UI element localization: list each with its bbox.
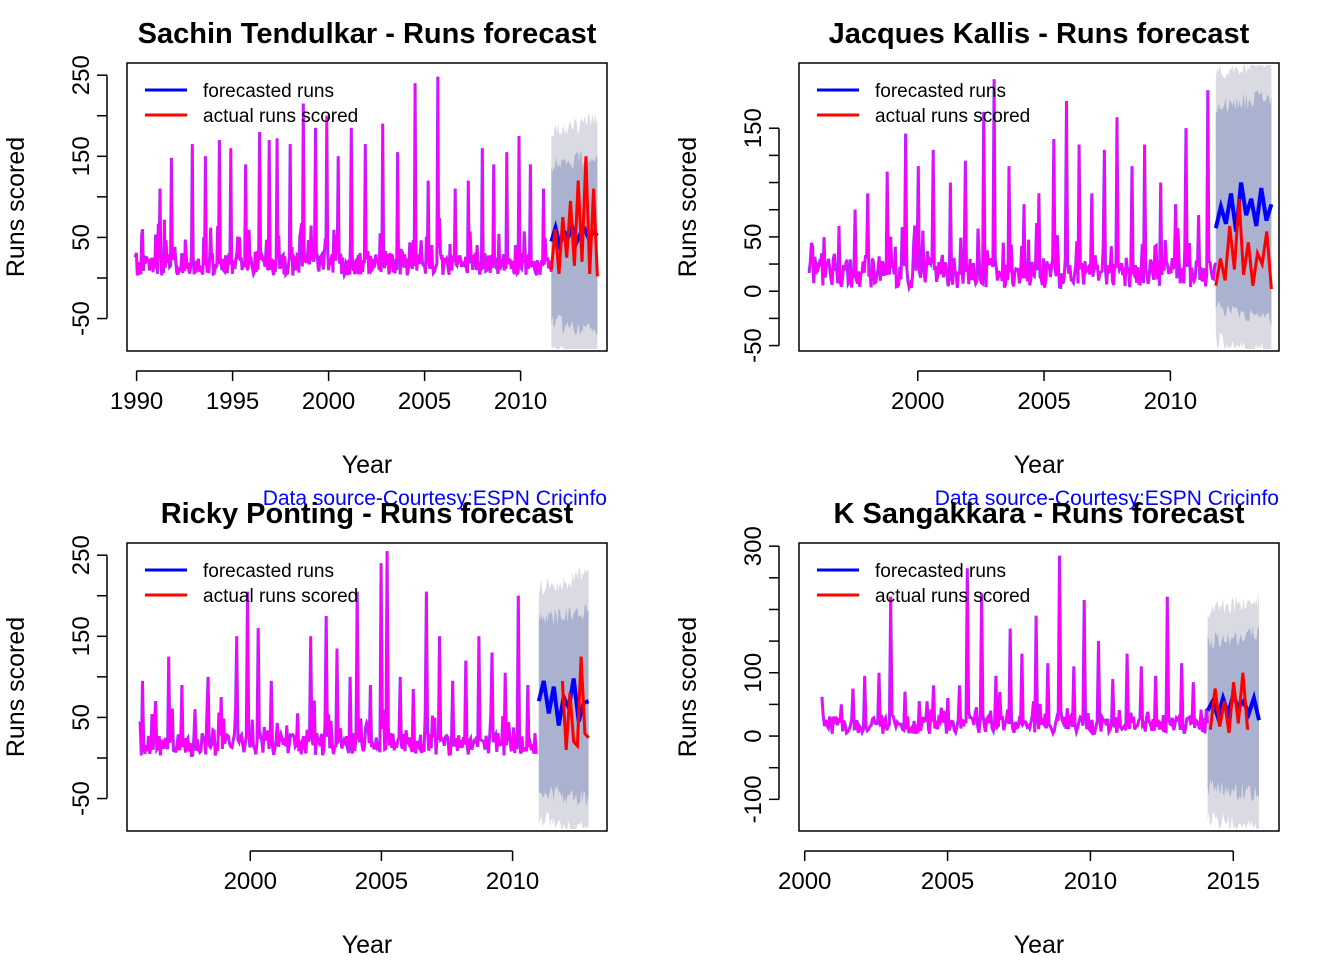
y-tick-label: 50	[68, 704, 95, 731]
legend-label-forecast: forecasted runs	[875, 561, 1006, 582]
history-runs-line	[808, 79, 1217, 292]
plot-frame	[126, 62, 608, 352]
y-tick-label: -50	[740, 328, 767, 363]
x-axis: 2000 2005 2010	[891, 370, 1197, 415]
y-tick-label: 250	[68, 55, 95, 95]
y-tick-label: 100	[740, 653, 767, 693]
legend: forecasted runs actual runs scored	[817, 81, 1030, 127]
x-tick-label: 2010	[486, 868, 539, 895]
x-tick-label: 1990	[110, 388, 163, 415]
x-tick-label: 2005	[921, 868, 974, 895]
x-axis: 1990 1995 2000 2005 2010	[110, 370, 547, 415]
y-tick-label: 300	[740, 526, 767, 566]
y-axis: -50 0 50 150	[740, 108, 780, 363]
chart-panel: 1990 1995 2000 2005 2010 -50 50 150 250 Sachin Te…	[2, 18, 608, 510]
legend-label-actual: actual runs scored	[875, 106, 1030, 127]
plot-frame	[798, 62, 1280, 352]
legend-label-forecast: forecasted runs	[203, 561, 334, 582]
y-tick-label: 150	[740, 108, 767, 148]
actual-line	[1208, 672, 1250, 734]
x-axis-label: Year	[342, 451, 393, 479]
legend: forecasted runs actual runs scored	[817, 561, 1030, 607]
chart-panel: 2000 2005 2010 2015 -100 0 100 300 K Sangakkara …	[674, 498, 1280, 959]
y-tick-label: 50	[68, 224, 95, 251]
x-tick-label: 2000	[224, 868, 277, 895]
legend-label-forecast: forecasted runs	[875, 81, 1006, 102]
x-axis-label: Year	[342, 931, 393, 959]
history-runs-line	[139, 551, 538, 757]
actual-line	[1214, 198, 1273, 290]
x-tick-label: 2010	[1144, 388, 1197, 415]
y-axis: -50 50 150 250	[68, 535, 108, 816]
y-tick-label: -100	[740, 775, 767, 823]
legend-label-actual: actual runs scored	[203, 586, 358, 607]
x-tick-label: 2005	[1017, 388, 1070, 415]
x-axis: 2000 2005 2010	[224, 850, 539, 895]
x-tick-label: 2000	[778, 868, 831, 895]
legend: forecasted runs actual runs scored	[145, 81, 358, 127]
x-tick-label: 1995	[206, 388, 259, 415]
chart-title: Jacques Kallis - Runs forecast	[829, 18, 1250, 50]
x-tick-label: 2005	[398, 388, 451, 415]
chart-panel: 2000 2005 2010 -50 50 150 250 Ricky Ponting - R…	[2, 498, 608, 959]
source-note: Data source-Courtesy:ESPN Cricinfo	[263, 487, 607, 510]
legend-label-actual: actual runs scored	[203, 106, 358, 127]
y-tick-label: 0	[740, 729, 767, 742]
chart-title: Ricky Ponting - Runs forecast	[161, 498, 574, 530]
x-tick-label: 2010	[1064, 868, 1117, 895]
chart-title: Sachin Tendulkar - Runs forecast	[138, 18, 597, 50]
y-tick-label: 250	[68, 535, 95, 575]
chart-panel: 2000 2005 2010 -50 0 50 150 Jacques Kallis - Ru…	[674, 18, 1280, 510]
y-tick-label: 50	[740, 224, 767, 251]
actual-line	[549, 156, 599, 277]
interval-80-band	[1207, 626, 1259, 802]
y-axis: -50 50 150 250	[68, 55, 108, 336]
history-runs-line	[133, 76, 553, 279]
plot-frame	[126, 542, 608, 832]
actual-line	[560, 656, 590, 750]
y-tick-label: -50	[68, 301, 95, 336]
x-tick-label: 2015	[1207, 868, 1260, 895]
x-tick-label: 2000	[891, 388, 944, 415]
y-tick-label: -50	[68, 781, 95, 816]
legend-label-actual: actual runs scored	[875, 586, 1030, 607]
y-axis-label: Runs scored	[674, 137, 702, 277]
x-tick-label: 2000	[302, 388, 355, 415]
chart-title: K Sangakkara - Runs forecast	[834, 498, 1245, 530]
forecast-line	[1213, 182, 1274, 232]
y-axis-label: Runs scored	[2, 617, 30, 757]
x-tick-label: 2005	[355, 868, 408, 895]
y-tick-label: 150	[68, 616, 95, 656]
x-axis-label: Year	[1014, 451, 1065, 479]
source-note: Data source-Courtesy:ESPN Cricinfo	[935, 487, 1279, 510]
y-axis-label: Runs scored	[2, 137, 30, 277]
x-tick-label: 2010	[494, 388, 547, 415]
y-axis: -100 0 100 300	[740, 526, 780, 823]
legend-label-forecast: forecasted runs	[203, 81, 334, 102]
y-tick-label: 0	[740, 285, 767, 298]
x-axis-label: Year	[1014, 931, 1065, 959]
history-runs-line	[820, 555, 1209, 737]
y-axis-label: Runs scored	[674, 617, 702, 757]
legend: forecasted runs actual runs scored	[145, 561, 358, 607]
plot-frame	[798, 542, 1280, 832]
y-tick-label: 150	[68, 136, 95, 176]
x-axis: 2000 2005 2010 2015	[778, 850, 1260, 895]
